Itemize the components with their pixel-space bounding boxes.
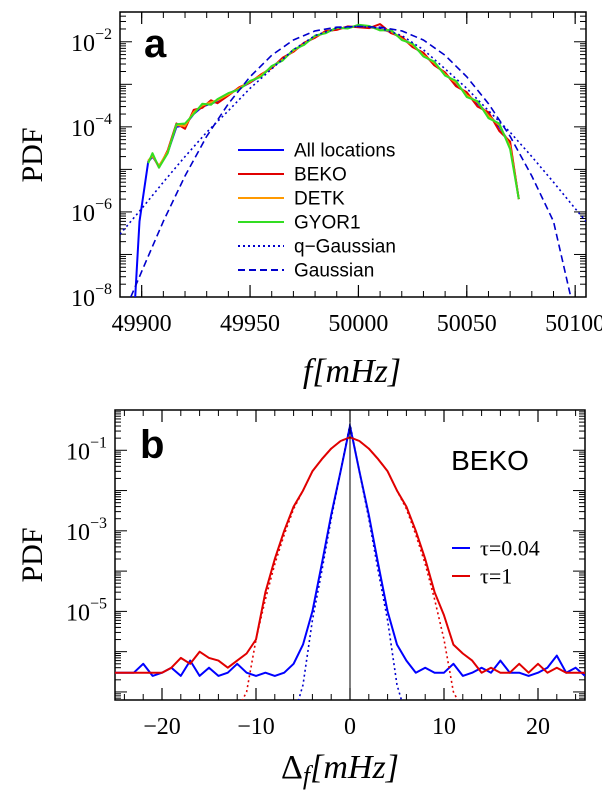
legend-label: BEKO [294, 165, 347, 186]
legend-label: GYOR1 [294, 213, 361, 234]
x-tick-label: 0 [344, 714, 356, 740]
y-tick-label-base: 10 [71, 116, 95, 142]
panel-a-tick-labels: 49900 49950 50000 50050 5010010−810−610−410−… [71, 26, 602, 337]
panel-a-ticks [119, 11, 586, 298]
legend-label: Gaussian [294, 261, 374, 282]
y-tick-label: 10−1 [66, 434, 107, 465]
panel-a-legend: All locations BEKO DETK GYOR1 q−Gaussian Gaus… [238, 141, 396, 282]
y-tick-label: 10−3 [66, 515, 107, 546]
legend-label: DETK [294, 189, 345, 210]
panel-a: 49900 49950 50000 50050 5010010−810−610−410−… [16, 11, 602, 390]
panel-b-xlabel-main: Δ [281, 749, 303, 786]
y-tick-label-base: 10 [66, 520, 90, 546]
legend-label: All locations [294, 141, 395, 162]
y-tick-label-base: 10 [66, 600, 90, 626]
panel-b-annotation: BEKO [451, 445, 529, 476]
panel-b-xlabel-unit: [mHz] [310, 749, 399, 786]
x-tick-label: 49950 [220, 311, 280, 337]
svg-text:Δf[mHz]: Δf[mHz] [281, 749, 399, 790]
y-tick-label: 10−4 [71, 111, 112, 142]
x-tick-label: −10 [237, 714, 275, 740]
x-tick-label: 10 [432, 714, 456, 740]
y-tick-label-exponent: −8 [95, 281, 112, 298]
y-tick-label-exponent: −4 [95, 111, 112, 128]
legend-label: q−Gaussian [294, 237, 396, 258]
y-tick-label-base: 10 [71, 31, 95, 57]
y-tick-label-exponent: −6 [95, 196, 112, 213]
x-tick-label: 50000 [328, 311, 388, 337]
x-tick-label: 50100 [545, 311, 602, 337]
y-tick-label-base: 10 [71, 201, 95, 227]
panel-b-xlabel: Δf[mHz] [281, 749, 399, 790]
panel-b-letter: b [140, 423, 164, 467]
panel-b-legend: τ=0.04 τ=1 [452, 536, 540, 589]
panel-a-ylabel: PDF [16, 127, 49, 182]
y-tick-label: 10−6 [71, 196, 112, 227]
panel-b-ylabel: PDF [16, 527, 49, 582]
legend-label: τ=1 [480, 564, 512, 589]
y-tick-label-exponent: −5 [90, 595, 107, 612]
y-tick-label-base: 10 [71, 286, 95, 312]
panel-a-frame [119, 11, 587, 298]
legend-label: τ=0.04 [480, 536, 540, 561]
panel-b-xlabel-sub: f [303, 761, 314, 790]
x-tick-label: 50050 [437, 311, 497, 337]
panel-a-series [120, 23, 586, 297]
panel-a-letter: a [144, 22, 167, 66]
series-line-q-gaussian [120, 25, 586, 235]
y-tick-label: 10−2 [71, 26, 112, 57]
x-tick-label: −20 [143, 714, 181, 740]
series-line-gaussian [130, 25, 572, 297]
y-tick-label: 10−5 [66, 595, 107, 626]
x-tick-label: 20 [526, 714, 550, 740]
y-tick-label-exponent: −1 [90, 434, 107, 451]
panel-a-xlabel-unit: [mHz] [312, 353, 401, 390]
series-line-fit [241, 436, 459, 700]
y-tick-label-exponent: −2 [95, 26, 112, 43]
series-line--1 [115, 436, 585, 674]
y-tick-label-base: 10 [66, 439, 90, 465]
svg-text:f[mHz]: f[mHz] [303, 353, 401, 390]
y-tick-label: 10−8 [71, 281, 112, 312]
x-tick-label: 49900 [112, 311, 172, 337]
panel-a-xlabel: f[mHz] [303, 353, 401, 390]
y-tick-label-exponent: −3 [90, 515, 107, 532]
